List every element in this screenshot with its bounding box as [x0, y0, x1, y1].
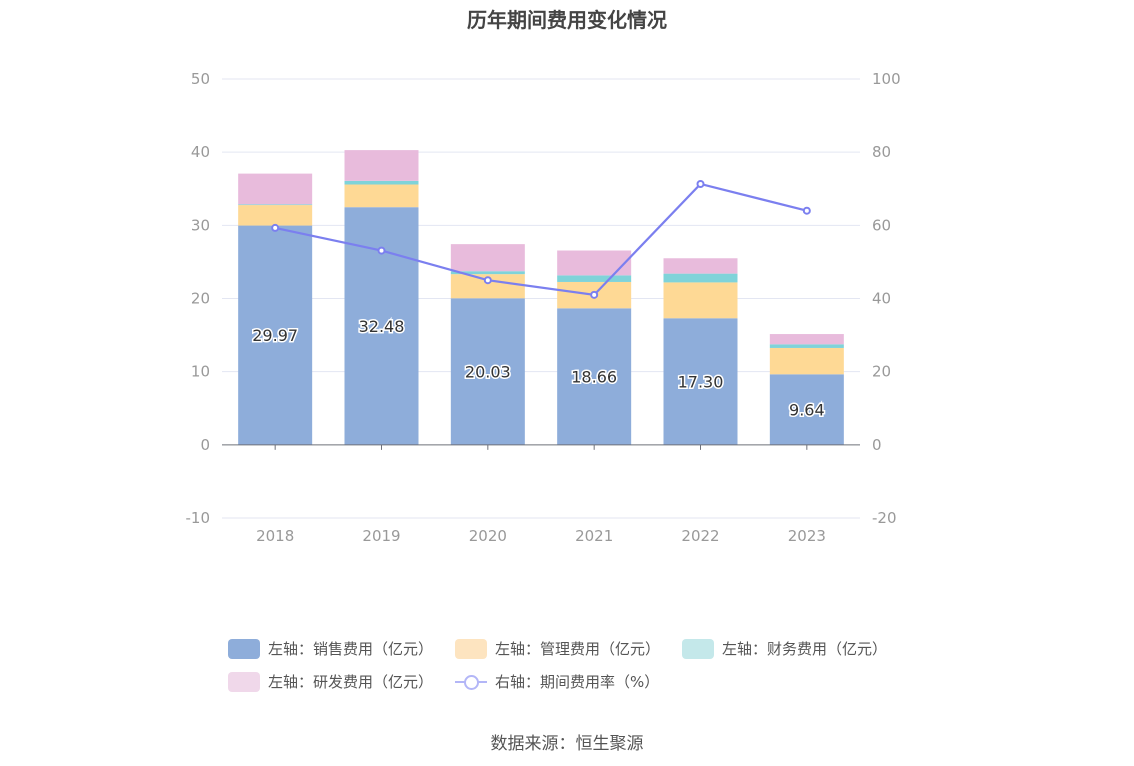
legend-item-admin[interactable]: 左轴：管理费用（亿元） — [455, 638, 660, 659]
legend-swatch-admin — [455, 638, 488, 659]
legend-swatch-finance — [682, 638, 715, 659]
x-axis-tick-label: 2019 — [362, 527, 400, 545]
rate-line — [274, 182, 808, 297]
right-axis-tick-label: 60 — [872, 216, 891, 234]
right-axis-tick-label: 80 — [872, 143, 891, 161]
legend-swatch-rd — [228, 671, 260, 692]
data-label-sales: 32.48 — [359, 317, 405, 336]
bar-3-2021 — [557, 250, 632, 276]
left-axis-tick-label: 10 — [191, 363, 210, 381]
data-label-sales: 29.97 — [252, 326, 298, 345]
right-axis-tick-label: 100 — [872, 70, 901, 88]
legend-item-sales[interactable]: 左轴：销售费用（亿元） — [228, 638, 433, 659]
left-axis-tick-label: -10 — [186, 509, 211, 527]
data-label-sales: 20.03 — [465, 363, 511, 382]
legend-line-swatch-rate — [455, 672, 488, 692]
rate-point — [377, 246, 386, 255]
rate-point — [483, 276, 492, 285]
bar-2-2022 — [663, 273, 738, 283]
legend-label-sales: 左轴：销售费用（亿元） — [268, 640, 434, 658]
rate-point — [802, 206, 811, 215]
bar-2-2020 — [450, 271, 525, 275]
bar-3-2020 — [450, 244, 525, 272]
right-axis-tick-label: 40 — [872, 290, 891, 308]
bar-1-2023 — [769, 347, 844, 375]
chart-legend: 左轴：销售费用（亿元） 左轴：管理费用（亿元） 左轴：财务费用（亿元） 左轴：研… — [228, 632, 928, 698]
bar-0-2023 — [769, 374, 844, 445]
bar-3-2019 — [344, 150, 419, 181]
data-source: 数据来源：恒生聚源 — [490, 734, 644, 754]
bar-1-2019 — [344, 184, 419, 208]
bar-2-2019 — [344, 180, 419, 185]
bar-1-2022 — [663, 282, 738, 319]
rate-point — [696, 179, 705, 188]
left-axis-tick-label: 50 — [191, 70, 210, 88]
legend-label-rd: 左轴：研发费用（亿元） — [268, 673, 434, 691]
data-label-sales: 17.30 — [678, 373, 724, 392]
chart-title: 历年期间费用变化情况 — [467, 8, 667, 32]
bar-3-2023 — [769, 334, 844, 345]
bar-1-2018 — [238, 205, 313, 226]
right-axis-tick-label: 0 — [872, 436, 882, 454]
legend-label-finance: 左轴：财务费用（亿元） — [722, 640, 888, 658]
legend-swatch-sales — [228, 638, 260, 659]
bar-2-2023 — [769, 344, 844, 348]
legend-label-rate: 右轴：期间费用率（%） — [495, 673, 660, 691]
bar-0-2018 — [238, 225, 313, 445]
x-axis-tick-label: 2021 — [575, 527, 613, 545]
left-axis-tick-label: 20 — [191, 290, 210, 308]
bar-3-2022 — [663, 258, 738, 274]
right-axis-tick-label: 20 — [872, 363, 891, 381]
bar-0-2020 — [450, 298, 525, 445]
rate-point — [590, 290, 599, 299]
legend-item-rate[interactable]: 右轴：期间费用率（%） — [455, 671, 659, 692]
legend-label-admin: 左轴：管理费用（亿元） — [495, 640, 661, 658]
bar-3-2018 — [238, 173, 313, 205]
x-axis-tick-label: 2022 — [681, 527, 719, 545]
data-label-sales: 18.66 — [571, 368, 617, 387]
x-axis-tick-label: 2018 — [256, 527, 294, 545]
left-axis-tick-label: 40 — [191, 143, 210, 161]
legend-item-rd[interactable]: 左轴：研发费用（亿元） — [228, 671, 433, 692]
bar-2-2018 — [238, 204, 313, 206]
left-axis-tick-label: 0 — [200, 436, 210, 454]
left-axis-tick-label: 30 — [191, 216, 210, 234]
x-axis-tick-label: 2023 — [788, 527, 826, 545]
bar-0-2021 — [557, 308, 632, 445]
right-axis-tick-label: -20 — [872, 509, 897, 527]
rate-point — [271, 223, 280, 232]
bar-2-2021 — [557, 275, 632, 282]
bar-0-2022 — [663, 318, 738, 445]
x-axis-tick-label: 2020 — [469, 527, 507, 545]
data-label-sales: 9.64 — [789, 401, 825, 420]
legend-item-finance[interactable]: 左轴：财务费用（亿元） — [682, 638, 887, 659]
